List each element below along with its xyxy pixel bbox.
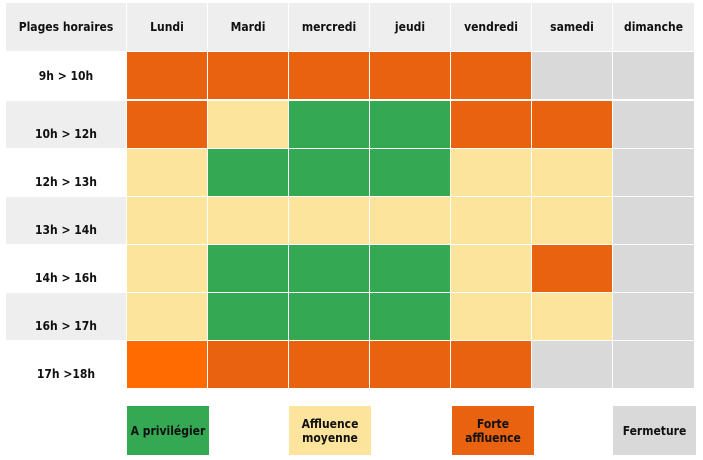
schedule-cell-green	[208, 149, 289, 197]
schedule-cell-green	[370, 293, 451, 341]
table-header-row: Plages horaires Lundi Mardi mercredi jeu…	[6, 3, 695, 52]
time-slot-label: 14h > 16h	[6, 245, 127, 293]
schedule-cell-orange	[451, 52, 532, 100]
header-friday: vendredi	[451, 3, 532, 52]
legend-label-line1: Forte	[476, 416, 510, 431]
schedule-cell-orange	[208, 341, 289, 389]
table-row: 14h > 16h	[6, 245, 695, 293]
time-slot-label: 12h > 13h	[6, 149, 127, 197]
legend-label-line1: A privilégier	[130, 423, 206, 438]
table-row: 16h > 17h	[6, 293, 695, 341]
schedule-cell-green	[370, 149, 451, 197]
schedule-table: Plages horaires Lundi Mardi mercredi jeu…	[6, 3, 695, 389]
schedule-cell-orange	[127, 101, 208, 149]
schedule-cell-grey	[613, 341, 695, 389]
legend-label-line1: Fermeture	[622, 423, 687, 438]
schedule-cell-orange	[451, 341, 532, 389]
table-row: 17h >18h	[6, 341, 695, 389]
schedule-cell-orange	[370, 341, 451, 389]
header-monday: Lundi	[127, 3, 208, 52]
schedule-cell-yellow	[370, 197, 451, 245]
schedule-cell-orange	[451, 101, 532, 149]
legend-item-green: A privilégier	[127, 406, 209, 455]
schedule-cell-green	[208, 293, 289, 341]
header-wednesday: mercredi	[289, 3, 370, 52]
legend-item-grey: Fermeture	[613, 406, 696, 455]
header-saturday: samedi	[532, 3, 613, 52]
legend-label: Forte affluence	[465, 417, 521, 445]
schedule-cell-yellow	[451, 149, 532, 197]
schedule-cell-yellow	[127, 293, 208, 341]
schedule-cell-yellow	[127, 149, 208, 197]
schedule-cell-green	[370, 245, 451, 293]
legend-label: A privilégier	[131, 424, 206, 438]
header-sunday: dimanche	[613, 3, 695, 52]
schedule-cell-yellow	[532, 149, 613, 197]
time-slot-label: 9h > 10h	[6, 52, 127, 100]
time-slot-label: 10h > 12h	[6, 101, 127, 149]
schedule-cell-orange	[370, 52, 451, 100]
schedule-cell-green	[289, 101, 370, 149]
schedule-cell-grey	[613, 101, 695, 149]
table-row: 13h > 14h	[6, 197, 695, 245]
schedule-cell-yellow	[127, 197, 208, 245]
header-tuesday: Mardi	[208, 3, 289, 52]
schedule-cell-orange	[532, 101, 613, 149]
time-slot-label: 16h > 17h	[6, 293, 127, 341]
header-thursday: jeudi	[370, 3, 451, 52]
schedule-cell-yellow	[208, 101, 289, 149]
schedule-cell-grey	[613, 197, 695, 245]
schedule-cell-orange	[208, 52, 289, 100]
legend-label-line1: Affluence	[301, 416, 359, 431]
schedule-cell-green	[289, 245, 370, 293]
schedule-cell-grey	[613, 149, 695, 197]
schedule-cell-grey	[532, 341, 613, 389]
schedule-cell-yellow	[532, 293, 613, 341]
table-row: 10h > 12h	[6, 101, 695, 149]
schedule-cell-orange_bright	[127, 341, 208, 389]
schedule-cell-yellow	[451, 293, 532, 341]
schedule-cell-yellow	[127, 245, 208, 293]
schedule-cell-yellow	[451, 245, 532, 293]
legend-label: Affluence moyenne	[302, 417, 359, 445]
schedule-cell-yellow	[532, 197, 613, 245]
legend-label-line2: affluence	[465, 430, 521, 445]
schedule-cell-orange	[127, 52, 208, 100]
schedule-cell-grey	[532, 52, 613, 100]
schedule-cell-yellow	[289, 197, 370, 245]
time-slot-label: 17h >18h	[6, 341, 127, 389]
legend-item-yellow: Affluence moyenne	[289, 406, 371, 455]
legend-label: Fermeture	[623, 424, 687, 438]
table-row: 12h > 13h	[6, 149, 695, 197]
schedule-cell-orange	[289, 341, 370, 389]
time-slot-label: 13h > 14h	[6, 197, 127, 245]
schedule-cell-orange	[532, 245, 613, 293]
schedule-cell-grey	[613, 52, 695, 100]
legend-label-line2: moyenne	[302, 430, 358, 445]
schedule-cell-green	[289, 293, 370, 341]
schedule-cell-green	[289, 149, 370, 197]
schedule-cell-green	[208, 245, 289, 293]
schedule-cell-yellow	[208, 197, 289, 245]
schedule-cell-orange	[289, 52, 370, 100]
schedule-cell-grey	[613, 293, 695, 341]
schedule-cell-yellow	[451, 197, 532, 245]
legend-item-orange: Forte affluence	[452, 406, 534, 455]
table-row: 9h > 10h	[6, 52, 695, 100]
schedule-cell-grey	[613, 245, 695, 293]
schedule-cell-green	[370, 101, 451, 149]
header-time-slots: Plages horaires	[6, 3, 127, 52]
